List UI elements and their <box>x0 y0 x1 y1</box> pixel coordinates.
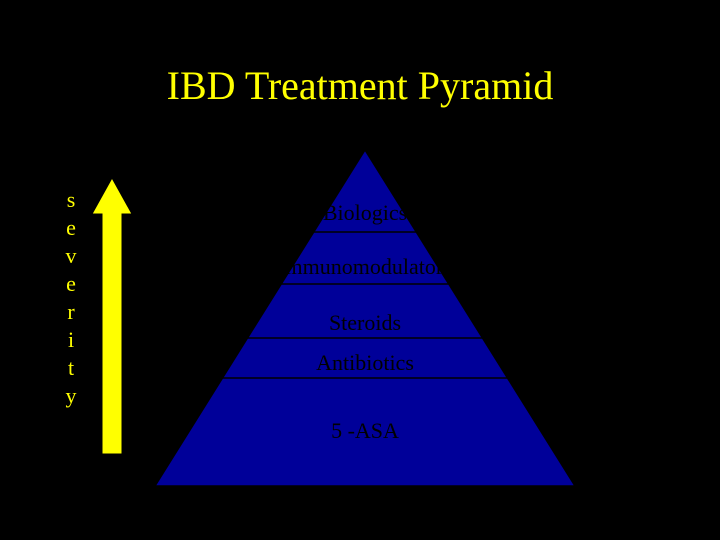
tier-label: Antibiotics <box>155 350 575 376</box>
arrow-shape <box>92 178 132 454</box>
tier-label: Steroids <box>155 310 575 336</box>
axis-letter: v <box>62 242 80 270</box>
axis-letter: r <box>62 298 80 326</box>
tier-label: Immunomodulators <box>155 254 575 280</box>
axis-letter: i <box>62 326 80 354</box>
treatment-pyramid: Biologics Immunomodulators Steroids Antibio… <box>155 150 575 486</box>
axis-letter: e <box>62 214 80 242</box>
tier-label: Biologics <box>155 200 575 226</box>
severity-axis-label: severity <box>62 186 80 410</box>
tier-label: 5 -ASA <box>155 418 575 444</box>
axis-letter: t <box>62 354 80 382</box>
axis-letter: s <box>62 186 80 214</box>
page-title: IBD Treatment Pyramid <box>0 62 720 109</box>
severity-arrow-icon <box>92 178 132 454</box>
axis-letter: y <box>62 382 80 410</box>
axis-letter: e <box>62 270 80 298</box>
